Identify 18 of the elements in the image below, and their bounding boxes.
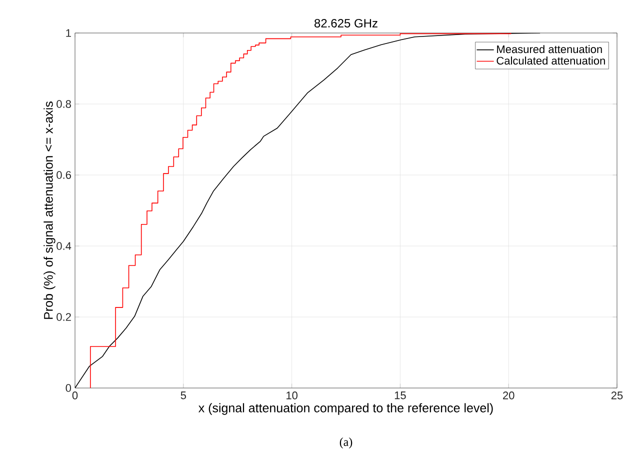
y-tick-label: 0.8	[56, 100, 71, 108]
x-tick-label: 15	[394, 392, 406, 400]
text: (a)	[340, 438, 352, 448]
y-tick-label: 0.6	[56, 171, 71, 179]
y-tick-label: 0.4	[56, 242, 72, 250]
x-tick-label: 10	[286, 392, 298, 400]
legend-label: Calculated attenuation	[496, 56, 605, 65]
chart-title: 82.625 GHz	[314, 18, 378, 28]
y-tick-label: 0	[66, 384, 72, 392]
x-tick-label: 0	[72, 392, 78, 400]
legend-label: Measured attenuation	[497, 45, 602, 54]
x-tick-label: 20	[503, 392, 514, 400]
y-axis-title: Prob (%) of signal attenuation <= x-axis	[44, 102, 56, 319]
y-tick-label: 1	[66, 29, 71, 37]
x-axis-title: x (signal attenuation compared to the reference level)	[198, 403, 493, 415]
y-tick-label: 0.2	[56, 313, 71, 321]
x-tick-label: 25	[611, 392, 623, 400]
x-tick-label: 5	[180, 392, 186, 400]
